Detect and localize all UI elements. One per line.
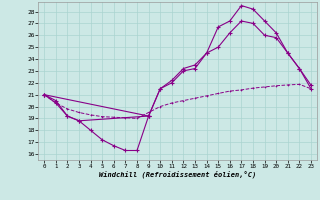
X-axis label: Windchill (Refroidissement éolien,°C): Windchill (Refroidissement éolien,°C) [99,171,256,178]
